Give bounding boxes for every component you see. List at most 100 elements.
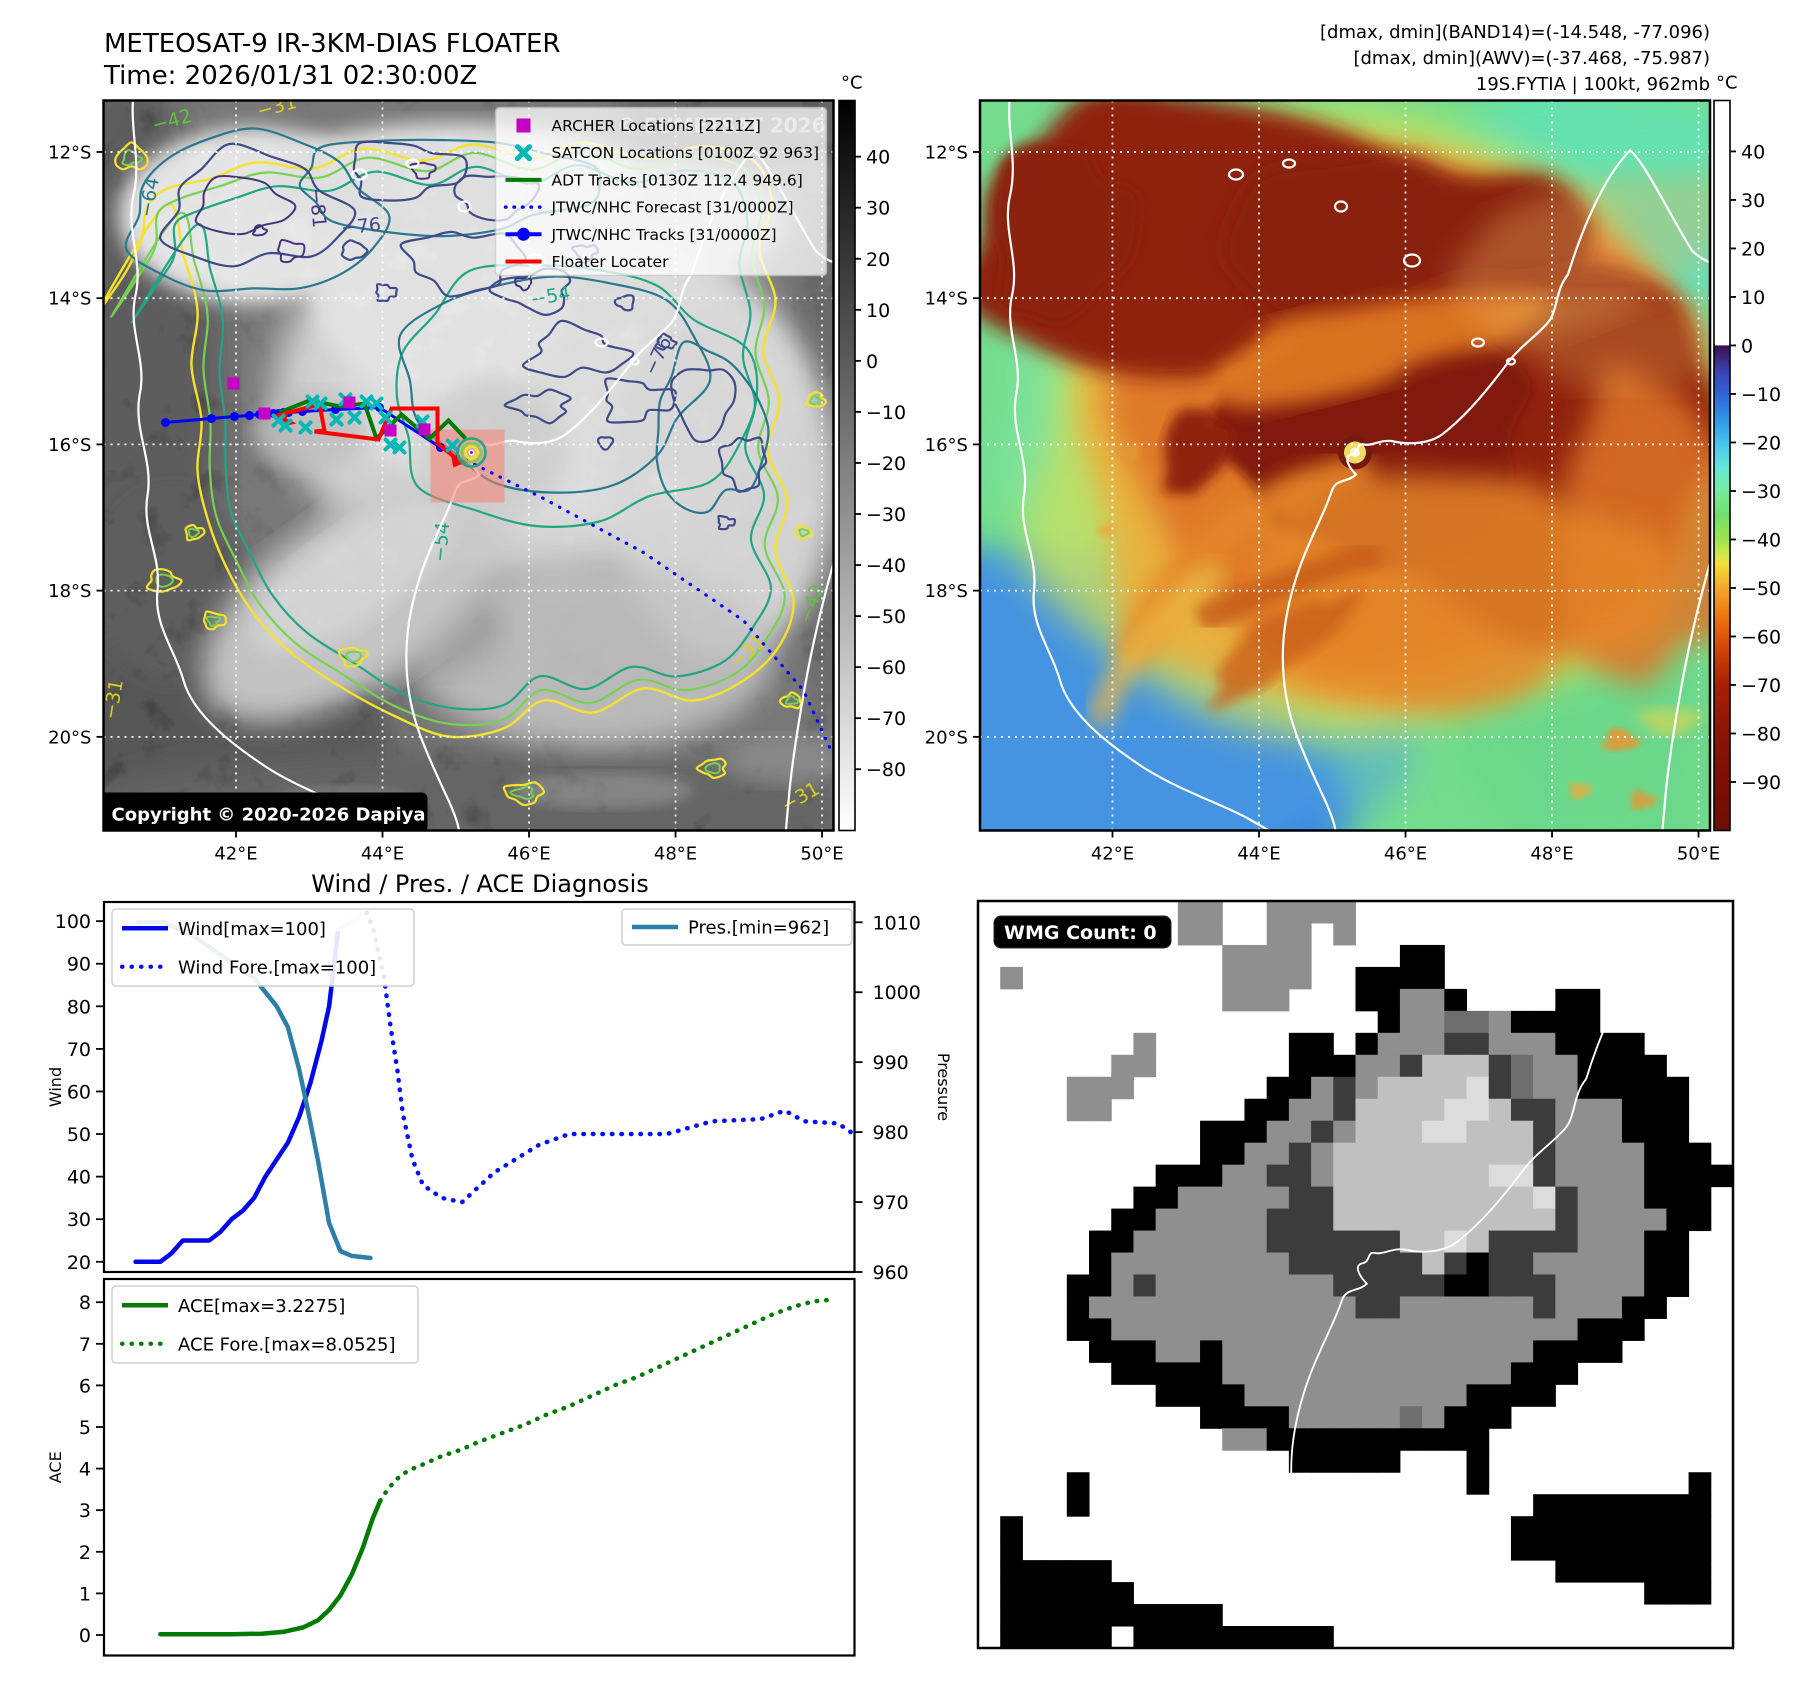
wmg-cell	[1599, 1274, 1623, 1297]
wmg-cell	[1555, 1274, 1579, 1297]
wmg-cell	[1200, 1626, 1223, 1649]
wmg-cell	[1311, 1032, 1334, 1056]
wmg-cell	[1311, 1406, 1334, 1429]
wmg-cell	[1666, 1538, 1690, 1561]
wmg-cell	[1288, 966, 1312, 990]
wmg-cell	[1244, 1318, 1268, 1341]
wmg-cell	[1066, 1274, 1090, 1297]
wmg-cell	[1333, 1098, 1356, 1122]
wmg-cell	[1311, 1054, 1334, 1078]
wmg-cell	[1510, 1296, 1534, 1319]
wmg-cell	[1089, 1230, 1112, 1254]
wmg-cell	[1200, 901, 1223, 924]
wmg-cell	[1288, 1076, 1312, 1100]
wmg-cell	[1177, 1296, 1201, 1319]
wmg-cell	[1000, 1626, 1023, 1649]
wmg-cell	[1666, 1164, 1690, 1188]
wmg-cell	[1111, 1208, 1134, 1232]
lat-tick-label: 16°S	[925, 435, 968, 456]
wmg-cell	[1000, 1516, 1023, 1539]
wmg-cell	[1399, 1120, 1423, 1144]
wmg-cell	[1533, 1516, 1556, 1539]
wmg-cell	[1244, 1186, 1268, 1210]
wmg-cell	[1222, 1252, 1245, 1275]
wmg-cell	[1288, 1164, 1312, 1188]
wmg-cell	[1133, 1032, 1157, 1056]
wmg-cell	[1621, 1076, 1645, 1100]
wmg-cell	[1488, 1120, 1512, 1144]
wmg-cell	[1399, 1208, 1423, 1232]
wmg-cell	[1200, 1362, 1223, 1385]
wmg-cell	[1510, 1186, 1534, 1210]
wmg-cell	[1577, 1318, 1601, 1341]
lat-tick-label: 18°S	[925, 581, 968, 602]
wmg-cell	[1399, 988, 1423, 1012]
wmg-cell	[1377, 1296, 1401, 1319]
storm-eye-ring	[456, 437, 487, 468]
chart-legend-label: Wind Fore.[max=100]	[178, 957, 376, 978]
series-solid	[133, 927, 341, 1265]
wmg-cell	[1200, 1164, 1223, 1188]
wmg-cell	[1177, 1274, 1201, 1297]
archer-marker	[384, 424, 397, 437]
satcon-marker	[278, 418, 293, 433]
wmg-cell	[1577, 1010, 1601, 1034]
wmg-cell	[1155, 1230, 1179, 1254]
wmg-cell	[1555, 1186, 1579, 1210]
wmg-cell	[1644, 1516, 1667, 1539]
wmg-cell	[1688, 1582, 1712, 1605]
wmg-cell	[1510, 1230, 1534, 1254]
colorbar-tick-label: −10	[1741, 384, 1781, 406]
wmg-cell	[1621, 1274, 1645, 1297]
wmg-cell	[1377, 1076, 1401, 1100]
wmg-cell	[1510, 1164, 1534, 1188]
wmg-cell	[1266, 1362, 1290, 1385]
wmg-cell	[1555, 1252, 1579, 1275]
colorbar-tick-label: −60	[866, 657, 906, 679]
wmg-cell	[1399, 1362, 1423, 1385]
wmg-cell	[1444, 1406, 1468, 1429]
wmg-cell	[1444, 988, 1468, 1012]
wmg-cell	[1666, 1582, 1690, 1605]
wmg-cell	[1177, 1626, 1201, 1649]
wmg-cell	[1555, 1076, 1579, 1100]
wmg-cell	[1377, 1098, 1401, 1122]
y-tick-label: 2	[79, 1542, 91, 1564]
wmg-cell	[1555, 988, 1579, 1012]
wmg-cell	[1288, 1186, 1312, 1210]
wmg-cell	[1355, 1120, 1379, 1144]
wmg-cell	[1377, 1230, 1401, 1254]
colorbar-unit: °C	[1716, 73, 1738, 94]
wind-pressure-chart: 20 30 40 50 60 70 80 90 100 960 970 980 990 1000 1010 W…	[46, 900, 953, 1284]
wmg-cell	[1266, 1340, 1290, 1363]
wmg-cell	[1533, 1032, 1556, 1056]
legend-label: Floater Locater	[552, 253, 670, 271]
ir-gray-time: Time: 2026/01/31 02:30:00Z	[103, 61, 477, 91]
wmg-cell	[1377, 1362, 1401, 1385]
wmg-cell	[1266, 966, 1290, 990]
map1-legend: ARCHER Locations [2211Z] SATCON Locations…	[494, 106, 828, 277]
y-tick-label: 7	[79, 1334, 91, 1356]
wmg-cell	[1200, 1340, 1223, 1363]
chart-legend-box	[111, 908, 415, 987]
wmg-cell	[1422, 1406, 1445, 1429]
wmg-cell	[1311, 1186, 1334, 1210]
y-tick-label: 80	[67, 996, 91, 1018]
wmg-cell	[1488, 1230, 1512, 1254]
wmg-cell	[1599, 1186, 1623, 1210]
y-tick-label: 1	[79, 1583, 91, 1605]
wmg-cell	[1333, 1164, 1356, 1188]
colorbar-tick-label: −90	[1741, 772, 1781, 794]
colorbar-tick-label: 0	[1741, 335, 1753, 357]
y-axis-title: Wind	[46, 1067, 65, 1107]
wmg-cell	[1200, 1252, 1223, 1275]
wmg-cell	[1599, 1120, 1623, 1144]
wmg-cell	[1621, 1230, 1645, 1254]
y-tick-label: 5	[79, 1417, 91, 1439]
wmg-cell	[1577, 1186, 1601, 1210]
satcon-marker	[369, 396, 384, 411]
wmg-cell	[1133, 1252, 1157, 1275]
wmg-cell	[1288, 1230, 1312, 1254]
wmg-cell	[1488, 1252, 1512, 1275]
y-tick-label: 50	[67, 1124, 91, 1146]
